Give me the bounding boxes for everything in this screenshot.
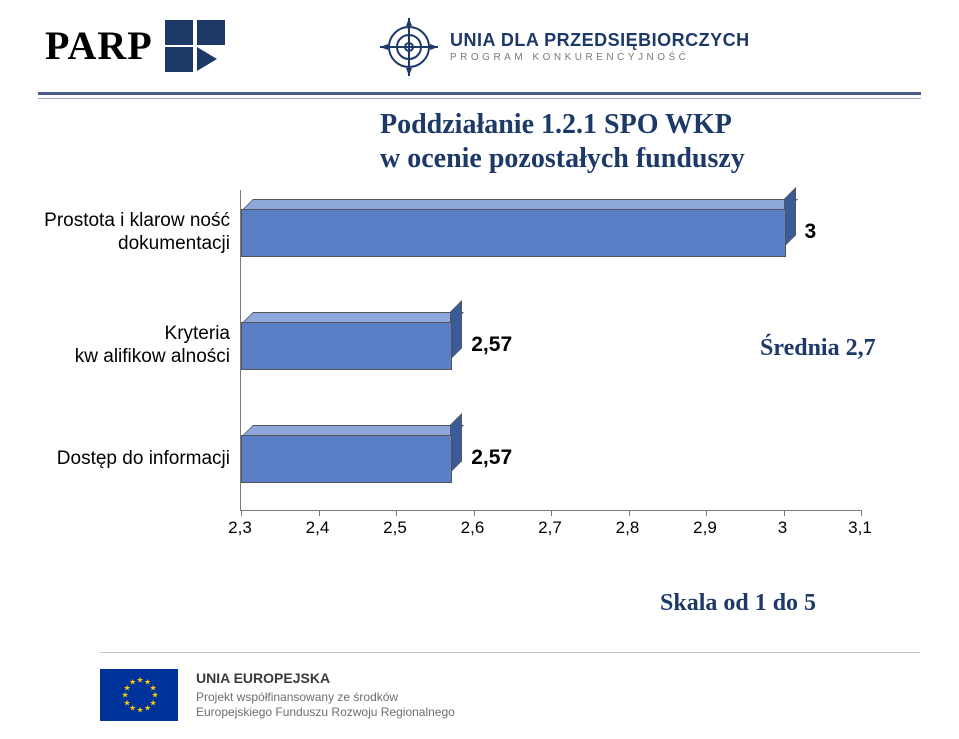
x-tick	[319, 510, 320, 516]
x-tick-label: 3	[778, 518, 787, 538]
eu-flag-icon: ★★★★★★★★★★★★	[100, 669, 178, 721]
category-label: Dostęp do informacji	[40, 448, 240, 471]
x-tick-label: 2,5	[383, 518, 407, 538]
target-icon	[380, 18, 438, 76]
footer-title: UNIA EUROPEJSKA	[196, 670, 455, 688]
bar	[241, 322, 450, 368]
value-label: 2,57	[471, 333, 512, 357]
eu-star: ★	[144, 705, 149, 710]
parp-logo-icon	[165, 20, 225, 70]
eu-star: ★	[124, 700, 129, 705]
eu-star: ★	[124, 685, 129, 690]
parp-logo: PARP	[45, 20, 225, 70]
header-center: UNIA DLA PRZEDSIĘBIORCZYCH PROGRAM KONKU…	[380, 18, 750, 76]
x-tick-label: 3,1	[848, 518, 872, 538]
value-label: 2,57	[471, 446, 512, 470]
x-tick	[241, 510, 242, 516]
footer-line1: Projekt współfinansowany ze środków	[196, 690, 455, 705]
header-rule-thin	[38, 98, 921, 99]
x-tick	[861, 510, 862, 516]
mean-annotation: Średnia 2,7	[760, 335, 876, 362]
value-label: 3	[805, 220, 817, 244]
x-tick-label: 2,4	[306, 518, 330, 538]
x-tick	[706, 510, 707, 516]
x-tick	[474, 510, 475, 516]
bar	[241, 209, 784, 255]
x-tick-label: 2,3	[228, 518, 252, 538]
bar	[241, 435, 450, 481]
x-tick	[396, 510, 397, 516]
title-line2: w ocenie pozostałych funduszy	[380, 143, 745, 174]
title-line1: Poddziałanie 1.2.1 SPO WKP	[380, 109, 732, 140]
scale-note: Skala od 1 do 5	[660, 590, 816, 617]
x-tick-label: 2,8	[616, 518, 640, 538]
eu-star: ★	[152, 693, 157, 698]
category-label: Prostota i klarow nośćdokumentacji	[40, 210, 240, 256]
eu-star: ★	[122, 693, 127, 698]
slide: { "header":{ "logo_text":"PARP", "logo_a…	[0, 0, 959, 739]
x-tick	[551, 510, 552, 516]
category-label: Kryteriakw alifikow alności	[40, 323, 240, 369]
footer-rule	[100, 652, 920, 653]
parp-logo-text: PARP	[45, 22, 153, 69]
header-program-subtitle: PROGRAM KONKURENCYJNOŚĆ	[450, 52, 750, 63]
x-tick-label: 2,9	[693, 518, 717, 538]
eu-star: ★	[137, 708, 142, 713]
eu-star: ★	[144, 680, 149, 685]
x-tick	[784, 510, 785, 516]
eu-star: ★	[137, 678, 142, 683]
header-rule-thick	[38, 92, 921, 95]
footer: ★★★★★★★★★★★★ UNIA EUROPEJSKA Projekt wsp…	[100, 669, 455, 721]
x-tick-label: 2,7	[538, 518, 562, 538]
eu-star: ★	[129, 680, 134, 685]
x-tick	[629, 510, 630, 516]
header-program-title: UNIA DLA PRZEDSIĘBIORCZYCH	[450, 31, 750, 51]
bar-chart: 2,3 2,4 2,5 2,6 2,7 2,8 2,9 3 3,1 Prostota i klar…	[40, 190, 920, 570]
x-tick-label: 2,6	[461, 518, 485, 538]
eu-star: ★	[149, 685, 154, 690]
footer-line2: Europejskiego Funduszu Rozwoju Regionaln…	[196, 705, 455, 720]
slide-title: Poddziałanie 1.2.1 SPO WKP w ocenie pozo…	[380, 108, 920, 175]
